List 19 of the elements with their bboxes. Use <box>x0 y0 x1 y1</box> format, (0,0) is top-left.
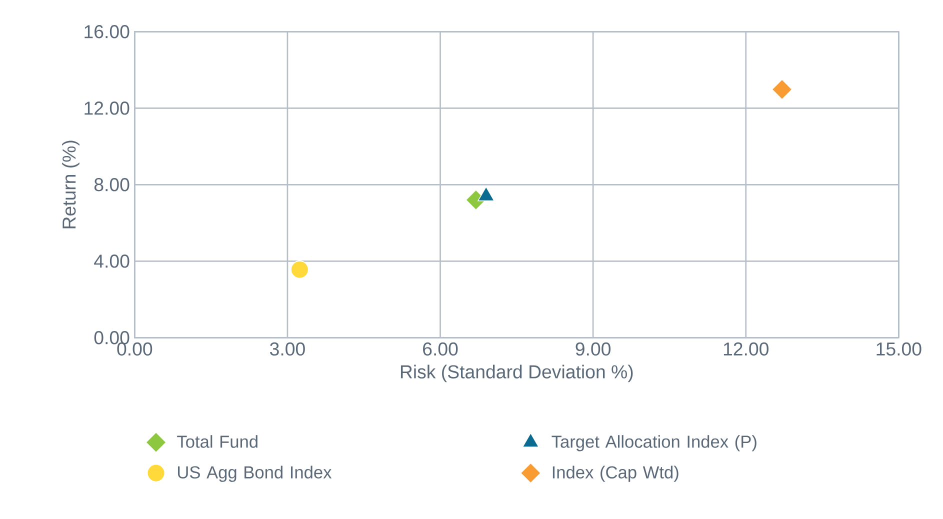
point <box>290 260 309 279</box>
x-tick-label: 3.00 <box>270 342 305 356</box>
y-axis-title: Return (%) <box>62 140 80 228</box>
y-tick-label: 0.00 <box>94 331 130 344</box>
legend-label: Target Allocation Index (P) <box>552 435 756 452</box>
legend-label: Index (Cap Wtd) <box>552 466 678 482</box>
legend-label: US Agg Bond Index <box>178 466 332 482</box>
y-tick-label: 12.00 <box>84 102 130 115</box>
x-tick-label: 6.00 <box>423 342 458 356</box>
y-tick-label: 16.00 <box>84 25 130 38</box>
x-tick-label: 0.00 <box>117 342 152 356</box>
legend-label: Total Fund <box>177 435 258 448</box>
point <box>772 79 792 100</box>
y-tick-label: 4.00 <box>94 254 130 268</box>
x-axis-title: Risk (Standard Deviation %) <box>400 364 633 382</box>
x-tick-label: 12.00 <box>724 342 768 356</box>
x-tick-label: 9.00 <box>576 342 611 356</box>
y-tick-label: 8.00 <box>94 178 130 192</box>
x-tick-label: 15.00 <box>876 342 922 356</box>
